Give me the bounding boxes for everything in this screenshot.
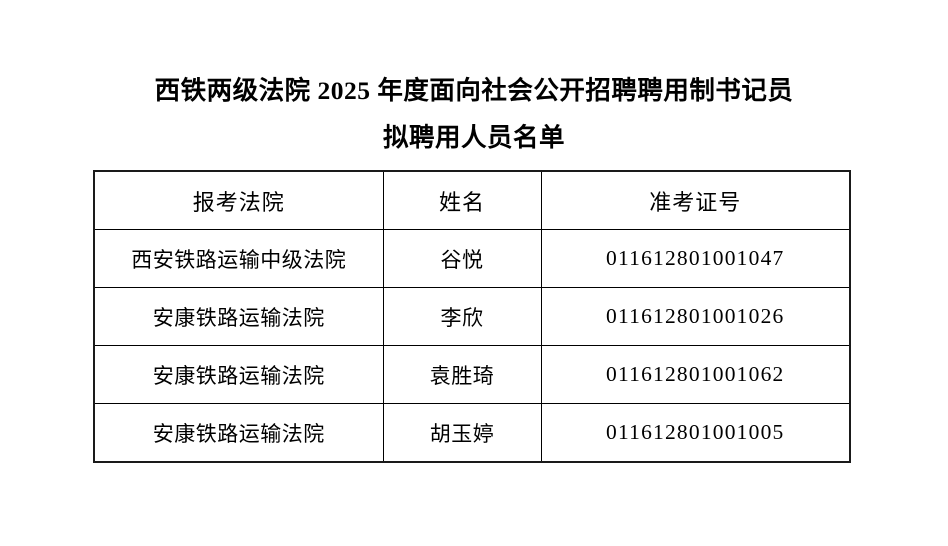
cell-ticket: 011612801001005 [540,403,851,463]
cell-name: 谷悦 [382,229,542,288]
column-header-court: 报考法院 [93,170,384,230]
cell-name: 袁胜琦 [382,345,542,404]
page-title: 西铁两级法院 2025 年度面向社会公开招聘聘用制书记员 拟聘用人员名单 [0,68,948,161]
cell-name: 胡玉婷 [382,403,542,463]
table-header: 报考法院 姓名 准考证号 [93,170,851,230]
table-body: 西安铁路运输中级法院 谷悦 011612801001047 安康铁路运输法院 李… [93,229,851,463]
table-header-row: 报考法院 姓名 准考证号 [93,170,851,230]
cell-court: 西安铁路运输中级法院 [93,229,384,288]
cell-name: 李欣 [382,287,542,346]
table-row: 安康铁路运输法院 袁胜琦 011612801001062 [93,345,851,404]
page-title-line-2: 拟聘用人员名单 [382,123,565,152]
cell-court: 安康铁路运输法院 [93,403,384,463]
page-title-line-1: 西铁两级法院 2025 年度面向社会公开招聘聘用制书记员 [154,76,794,105]
cell-ticket: 011612801001026 [540,287,851,346]
roster-table: 报考法院 姓名 准考证号 西安铁路运输中级法院 谷悦 0116128010010… [93,170,851,463]
table-row: 安康铁路运输法院 李欣 011612801001026 [93,287,851,346]
column-header-name: 姓名 [382,170,542,230]
cell-court: 安康铁路运输法院 [93,287,384,346]
cell-court: 安康铁路运输法院 [93,345,384,404]
roster-table-container: 报考法院 姓名 准考证号 西安铁路运输中级法院 谷悦 0116128010010… [93,170,851,463]
column-header-ticket: 准考证号 [540,170,851,230]
cell-ticket: 011612801001047 [540,229,851,288]
table-row: 安康铁路运输法院 胡玉婷 011612801001005 [93,403,851,463]
cell-ticket: 011612801001062 [540,345,851,404]
table-row: 西安铁路运输中级法院 谷悦 011612801001047 [93,229,851,288]
